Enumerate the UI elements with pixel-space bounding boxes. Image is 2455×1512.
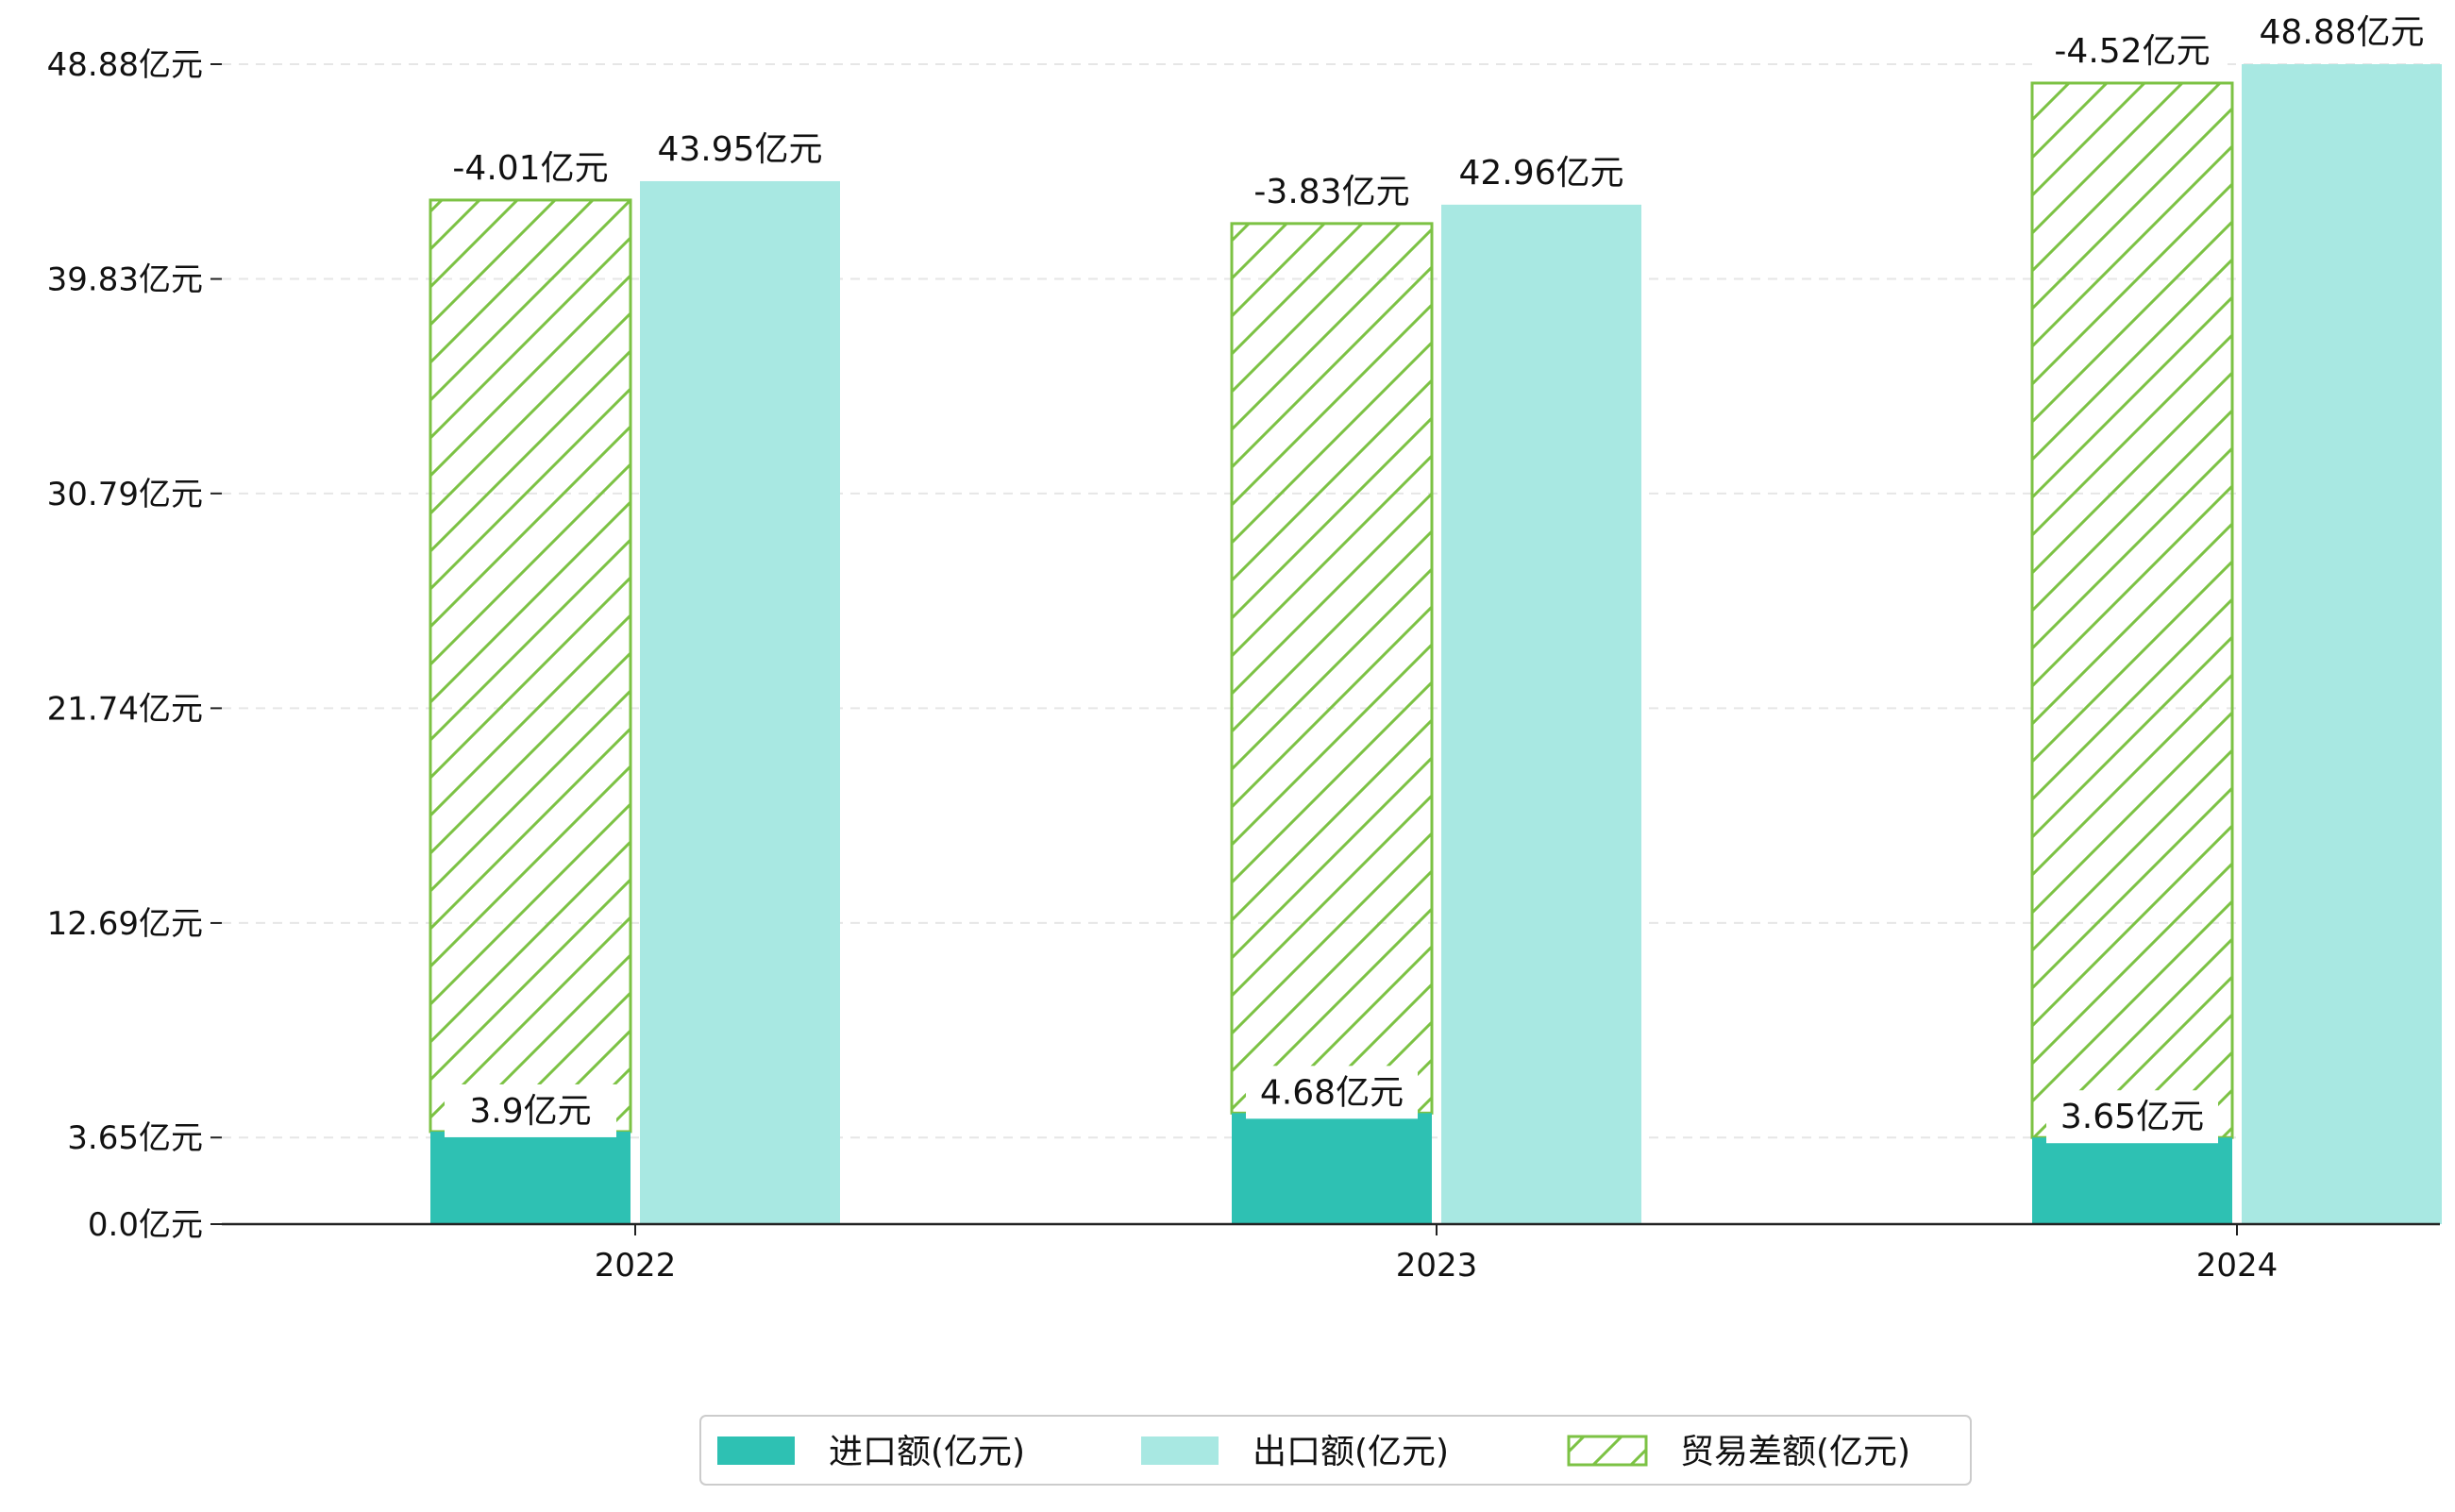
export-data-label: 43.95亿元 (657, 130, 822, 169)
axes: 0.0亿元 3.65亿元 12.69亿元 21.74亿元 30.79亿元 39.83亿元 4… (47, 46, 2440, 1285)
trade-balance-bar (2030, 81, 2234, 1139)
export-bar (1441, 204, 1641, 1225)
export-bar (640, 180, 840, 1224)
import-label-bg (445, 1084, 616, 1137)
legend-swatch-import (717, 1436, 795, 1465)
export-data-label: 48.88亿元 (2259, 13, 2424, 52)
export-data-label: 42.96亿元 (1458, 154, 1623, 193)
legend-swatch-balance (1567, 1435, 1648, 1467)
legend-label-export: 出口额(亿元) (1253, 1433, 1449, 1471)
bars (429, 64, 2442, 1225)
y-tick-label: 30.79亿元 (47, 476, 203, 513)
import-data-label: 4.68亿元 (1260, 1073, 1404, 1112)
y-tick-label: 0.0亿元 (88, 1206, 203, 1244)
x-tick-label: 2022 (595, 1247, 677, 1285)
data-labels: 3.9亿元 -4.01亿元 43.95亿元 4.68亿元 -3.83亿元 42.96亿元 3… (435, 13, 2425, 1144)
import-data-label: 3.9亿元 (469, 1092, 591, 1131)
y-tick-label: 21.74亿元 (47, 690, 203, 728)
x-tick-label: 2023 (1396, 1247, 1478, 1285)
y-tick-label: 3.65亿元 (67, 1119, 203, 1157)
legend-label-import: 进口额(亿元) (829, 1433, 1025, 1471)
balance-data-label: -3.83亿元 (1253, 173, 1409, 211)
import-data-label: 3.65亿元 (2060, 1098, 2204, 1136)
legend-frame (699, 1415, 1972, 1486)
export-bar (2242, 64, 2442, 1224)
legend-label-balance: 贸易差额(亿元) (1680, 1433, 1910, 1471)
y-tick-label: 12.69亿元 (47, 905, 203, 943)
trade-balance-bar (1230, 222, 1434, 1115)
balance-data-label: -4.52亿元 (2054, 32, 2210, 71)
import-label-bg (1246, 1066, 1418, 1119)
import-bar (2032, 1137, 2232, 1224)
balance-data-label: -4.01亿元 (452, 149, 608, 188)
balance-label-bg (1236, 164, 1427, 218)
legend-swatch-export (1141, 1436, 1219, 1465)
import-bar (430, 1131, 631, 1224)
y-tick-label: 48.88亿元 (47, 46, 203, 84)
legend: 进口额(亿元) 出口额(亿元) 贸易差额(亿元) (699, 1415, 1972, 1486)
balance-label-bg (435, 141, 626, 194)
trade-balance-bar (429, 198, 632, 1134)
x-tick-label: 2024 (2196, 1247, 2278, 1285)
import-label-bg (2046, 1090, 2218, 1144)
y-tick-label: 39.83亿元 (47, 261, 203, 299)
balance-label-bg (2037, 25, 2228, 77)
import-bar (1232, 1113, 1432, 1224)
